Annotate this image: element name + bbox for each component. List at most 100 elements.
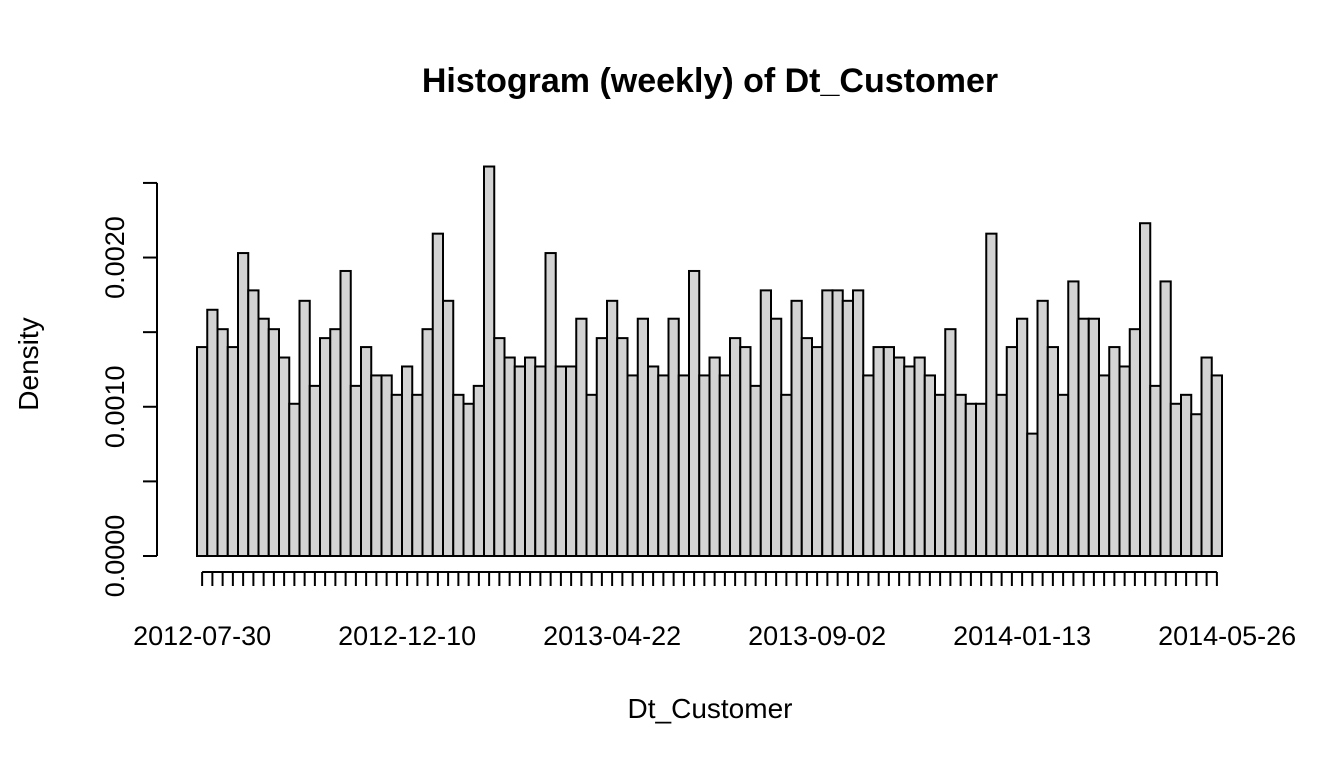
histogram-bar: [1108, 346, 1121, 557]
histogram-bar: [544, 252, 557, 557]
histogram-bar: [339, 269, 352, 557]
histogram-bar: [380, 374, 393, 557]
histogram-bar: [493, 337, 506, 557]
histogram-bar: [811, 346, 824, 557]
histogram-bar: [401, 365, 414, 558]
histogram-bar: [411, 393, 424, 557]
histogram-bar: [995, 393, 1008, 557]
histogram-bar: [1087, 317, 1100, 557]
histogram-bar: [657, 374, 670, 557]
histogram-bar: [196, 346, 209, 557]
histogram-bar: [462, 402, 475, 557]
histogram-bar: [821, 289, 834, 557]
y-tick-label: 0.0010: [100, 365, 130, 448]
histogram-bar: [237, 252, 250, 557]
histogram-bar: [298, 299, 311, 557]
histogram-bar: [677, 374, 690, 557]
histogram-bar: [964, 402, 977, 557]
histogram-bar: [1005, 346, 1018, 557]
histogram-bar: [1098, 374, 1111, 557]
histogram-bar: [954, 393, 967, 557]
x-tick-label: 2014-05-26: [1158, 621, 1296, 651]
histogram-bar: [278, 356, 291, 557]
histogram-bar: [308, 384, 321, 557]
histogram-bar: [841, 299, 854, 557]
histogram-bar: [431, 232, 444, 557]
histogram-bar: [1159, 280, 1172, 557]
histogram-bar: [421, 328, 434, 558]
histogram-bar: [893, 356, 906, 557]
histogram-bar: [1077, 317, 1090, 557]
histogram-bar: [595, 337, 608, 557]
histogram-bar: [1016, 317, 1029, 557]
histogram-bar: [513, 365, 526, 558]
histogram-bar: [852, 289, 865, 557]
histogram-bar: [944, 328, 957, 558]
histogram-bar: [1169, 402, 1182, 557]
x-axis: 2012-07-30 2012-12-10 2013-04-22 2013-09-02…: [133, 571, 1296, 651]
histogram-bar: [903, 365, 916, 558]
histogram-bar: [360, 346, 373, 557]
histogram-bar: [616, 337, 629, 557]
x-tick-label: 2012-07-30: [133, 621, 271, 651]
histogram-bar: [718, 374, 731, 557]
histogram-bar: [247, 289, 260, 557]
histogram-bar: [759, 289, 772, 557]
histogram-bar: [749, 384, 762, 557]
histogram-bar: [780, 393, 793, 557]
histogram-bar: [985, 232, 998, 557]
histogram-bar: [862, 374, 875, 557]
histogram-bar: [667, 317, 680, 557]
x-tick-label: 2013-09-02: [748, 621, 886, 651]
y-axis-label: Density: [13, 317, 44, 410]
histogram-bar: [1139, 222, 1152, 557]
histogram-bar: [606, 299, 619, 557]
histogram-bar: [216, 328, 229, 558]
histogram-bar: [329, 328, 342, 558]
histogram-bar: [1067, 280, 1080, 557]
histogram-bar: [1190, 413, 1203, 558]
histogram-bar: [739, 346, 752, 557]
histogram-bar: [636, 317, 649, 557]
histogram-bar: [1149, 384, 1162, 557]
histogram-bar: [934, 393, 947, 557]
histogram-bar: [1046, 346, 1059, 557]
histogram-bar: [770, 317, 783, 557]
histogram-bar: [472, 384, 485, 557]
histogram-bar: [503, 356, 516, 557]
histogram-bar: [1036, 299, 1049, 557]
histogram-bar: [1118, 365, 1131, 558]
x-axis-label: Dt_Customer: [628, 693, 793, 724]
histogram-bar: [708, 356, 721, 557]
histogram-bar: [585, 393, 598, 557]
x-tick-label: 2014-01-13: [953, 621, 1091, 651]
histogram-bar: [1200, 356, 1213, 557]
histogram-bar: [226, 346, 239, 557]
histogram-bar: [206, 308, 219, 557]
chart-title: Histogram (weekly) of Dt_Customer: [422, 62, 998, 100]
histogram-bar: [565, 365, 578, 558]
histogram-bar: [554, 365, 567, 558]
histogram-bar: [390, 393, 403, 557]
histogram-bar: [882, 346, 895, 557]
histogram-bar: [319, 337, 332, 557]
y-tick-label: 0.0000: [100, 515, 130, 598]
histogram-bar: [257, 317, 270, 557]
histogram-bar: [729, 337, 742, 557]
y-tick-label: 0.0020: [100, 216, 130, 299]
histogram-bar: [267, 328, 280, 558]
histogram-bar: [923, 374, 936, 557]
histogram-bar: [698, 374, 711, 557]
histogram-bar: [800, 337, 813, 557]
y-axis: 0.0000 0.0010 0.0020: [100, 181, 158, 598]
histogram-bar: [288, 402, 301, 557]
histogram-bar: [790, 299, 803, 557]
histogram-bar: [626, 374, 639, 557]
histogram-bar: [975, 402, 988, 557]
bars-group: [196, 165, 1223, 558]
histogram-bar: [452, 393, 465, 557]
histogram-bar: [1057, 393, 1070, 557]
histogram-bar: [647, 365, 660, 558]
histogram-bar: [483, 165, 496, 557]
histogram-bar: [534, 365, 547, 558]
